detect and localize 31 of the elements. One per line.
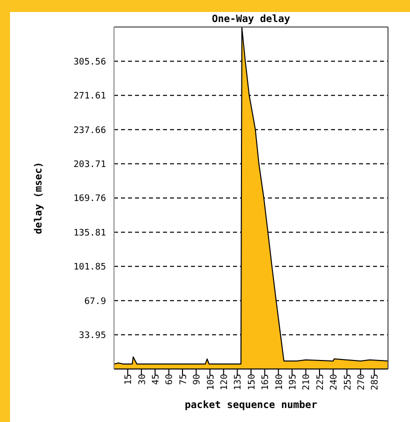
x-tick-label: 30 <box>138 374 148 385</box>
x-tick-label: 180 <box>274 374 285 390</box>
x-tick-label: 150 <box>247 374 258 390</box>
x-tick-label: 15 <box>124 374 134 385</box>
x-tick-label: 225 <box>316 374 326 390</box>
x-tick-label: 165 <box>261 374 272 390</box>
x-tick-label: 45 <box>151 374 162 385</box>
y-tick-label: 33.95 <box>78 330 106 341</box>
x-tick-label: 135 <box>234 374 244 390</box>
y-axis-title: delay (msec) <box>34 162 45 234</box>
y-tick-label: 237.66 <box>73 126 106 136</box>
y-tick-label: 135.81 <box>73 228 106 238</box>
y-tick-label: 169.76 <box>73 194 106 204</box>
x-tick-label: 60 <box>165 374 176 385</box>
x-tick-label: 255 <box>343 374 354 390</box>
y-tick-label: 305.56 <box>73 57 106 68</box>
x-tick-label: 270 <box>356 374 367 390</box>
y-tick-label: 271.61 <box>73 92 106 102</box>
y-tick-label: 101.85 <box>73 262 106 273</box>
x-tick-label: 240 <box>330 374 340 390</box>
x-tick-label: 120 <box>220 374 230 390</box>
x-tick-label: 90 <box>192 374 203 385</box>
x-tick-label: 285 <box>370 374 381 390</box>
x-tick-label: 210 <box>302 374 312 390</box>
y-tick-label: 67.9 <box>84 296 106 307</box>
x-tick-label: 105 <box>206 374 216 390</box>
x-tick-label: 75 <box>178 374 189 385</box>
y-tick-label: 203.71 <box>73 160 106 170</box>
chart-title: One-Way delay <box>210 14 292 25</box>
x-axis-title: packet sequence number <box>184 400 318 411</box>
x-tick-label: 195 <box>288 374 298 390</box>
